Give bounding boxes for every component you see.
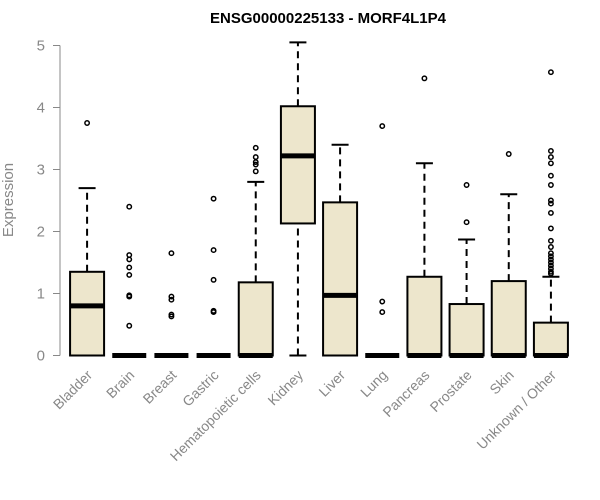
- outlier-point: [547, 172, 554, 179]
- box-group: [112, 203, 147, 358]
- box-group: [69, 120, 106, 357]
- outlier-point: [547, 259, 554, 266]
- box-group: [532, 69, 569, 358]
- outlier-point: [210, 195, 217, 202]
- outlier-point: [126, 203, 133, 210]
- outlier-point: [547, 209, 554, 216]
- outlier-point: [547, 256, 554, 263]
- outlier-point: [379, 123, 386, 130]
- outlier-point: [126, 322, 133, 329]
- box-body: [406, 275, 443, 357]
- box-group: [322, 143, 359, 357]
- outlier-point: [252, 161, 259, 168]
- box-group: [490, 151, 527, 358]
- outlier-point: [126, 264, 133, 271]
- outlier-point: [547, 253, 554, 260]
- outlier-point: [379, 309, 386, 316]
- outlier-point: [463, 219, 470, 226]
- outlier-point: [547, 182, 554, 188]
- box-group: [365, 123, 400, 358]
- outlier-point: [547, 197, 554, 204]
- outlier-point: [547, 262, 554, 269]
- outlier-point: [168, 313, 175, 320]
- box-group: [154, 250, 189, 358]
- x-tick-label: Unknown / Other: [473, 367, 559, 453]
- x-tick-label: Breast: [140, 367, 180, 407]
- outlier-point: [168, 293, 175, 300]
- outlier-point: [252, 159, 259, 166]
- y-tick-label: 0: [37, 348, 45, 365]
- outlier-point: [547, 154, 554, 161]
- y-tick-label: 1: [37, 286, 45, 303]
- x-tick-label: Kidney: [264, 367, 306, 409]
- box-body: [448, 303, 485, 357]
- y-axis: 0 1 2 3 4 5: [37, 38, 61, 365]
- box-group: [196, 195, 231, 358]
- outlier-point: [126, 256, 133, 263]
- outlier-point: [547, 147, 554, 154]
- outlier-point: [547, 244, 554, 250]
- outlier-point: [210, 309, 217, 316]
- box-body: [237, 281, 274, 357]
- box-group: [279, 41, 316, 357]
- outlier-point: [168, 250, 175, 257]
- outlier-point: [252, 154, 259, 161]
- outlier-point: [126, 271, 133, 278]
- outlier-point: [547, 250, 554, 257]
- y-tick-label: 2: [37, 224, 45, 241]
- outlier-point: [168, 296, 175, 303]
- x-tick-label: Liver: [315, 367, 348, 400]
- outlier-point: [126, 293, 133, 300]
- x-tick-label: Brain: [103, 367, 137, 401]
- box-group: [406, 75, 443, 358]
- box-group: [448, 182, 485, 358]
- outlier-point: [547, 237, 554, 244]
- box-body: [279, 105, 316, 225]
- x-tick-label: Lung: [357, 367, 390, 400]
- x-tick-label: Pancreas: [379, 367, 432, 420]
- outlier-point: [252, 144, 259, 151]
- box-series: [69, 41, 569, 358]
- outlier-point: [379, 298, 386, 305]
- outlier-point: [547, 225, 554, 232]
- outlier-point: [547, 69, 554, 76]
- outlier-point: [505, 151, 512, 157]
- x-tick-label: Skin: [486, 367, 517, 398]
- y-axis-label: Expression: [0, 163, 17, 237]
- outlier-point: [84, 120, 91, 126]
- y-tick-label: 4: [37, 100, 45, 117]
- y-tick-label: 3: [37, 162, 45, 179]
- box-body: [322, 201, 359, 357]
- box-group: [237, 144, 274, 358]
- box-body: [532, 321, 569, 357]
- y-tick-label: 5: [37, 38, 45, 55]
- outlier-point: [547, 200, 554, 207]
- outlier-point: [252, 168, 259, 175]
- outlier-point: [210, 247, 217, 254]
- outlier-point: [210, 276, 217, 283]
- x-tick-label: Prostate: [427, 367, 475, 415]
- outlier-point: [463, 182, 470, 188]
- outlier-point: [547, 270, 554, 277]
- box-body: [490, 280, 527, 357]
- x-tick-label: Bladder: [50, 367, 96, 413]
- box-body: [69, 270, 106, 357]
- outlier-point: [421, 75, 428, 82]
- chart-title: ENSG00000225133 - MORF4L1P4: [210, 10, 447, 27]
- outlier-point: [547, 160, 554, 167]
